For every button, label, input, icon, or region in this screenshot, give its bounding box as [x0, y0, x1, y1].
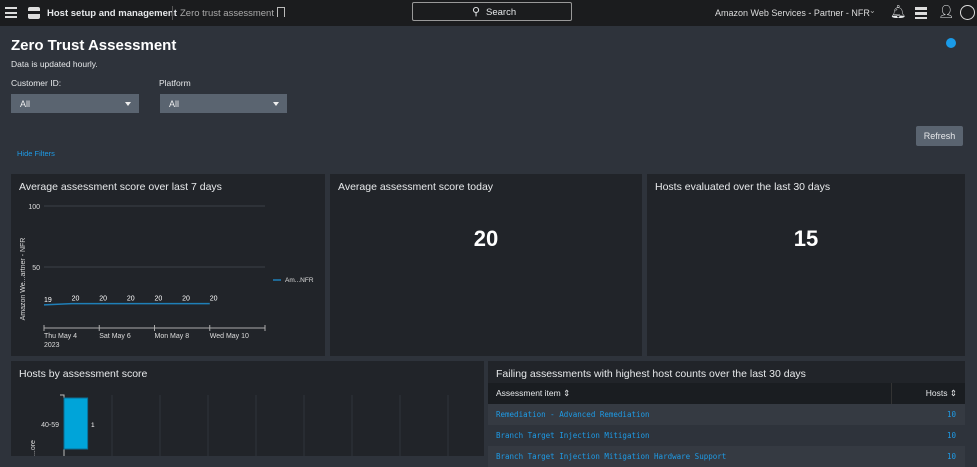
customer-id-select[interactable]: All: [11, 94, 139, 113]
data-label: 20: [182, 296, 190, 303]
search-icon: ⚲: [472, 6, 481, 18]
data-label: 20: [127, 296, 135, 303]
search-button[interactable]: ⚲ Search: [412, 2, 572, 21]
bell-icon[interactable]: 🔔︎: [890, 4, 907, 19]
top-bar: Host setup and management Zero trust ass…: [0, 0, 977, 26]
y-axis: [60, 394, 65, 456]
table-row[interactable]: Branch Target Injection Mitigation Hardw…: [488, 446, 965, 467]
x-tick-label: 2023: [44, 342, 60, 349]
filter-label-customer-id: Customer ID:: [11, 78, 62, 88]
y-axis-label: ...ore: [30, 440, 37, 456]
failing-assessments-card: Failing assessments with highest host co…: [488, 361, 965, 467]
table-row[interactable]: Branch Target Injection Mitigation 10: [488, 425, 965, 446]
hosts-count[interactable]: 10: [946, 410, 956, 419]
x-tick-label: Sat May 6: [99, 333, 131, 340]
column-hosts[interactable]: Hosts ⇕: [925, 388, 957, 398]
column-assessment-item[interactable]: Assessment item ⇕: [496, 388, 571, 398]
hosts-count-value: 15: [793, 226, 819, 251]
data-label: 20: [210, 296, 218, 303]
page-subtitle: Data is updated hourly.: [11, 59, 98, 69]
y-tick-label: 50: [32, 265, 40, 272]
caret-down-icon: [273, 102, 279, 106]
x-tick-label: Wed May 10: [210, 333, 249, 340]
legend-label: Am...NFR: [285, 277, 314, 284]
refresh-button[interactable]: Refresh: [916, 126, 963, 146]
assessment-item-link[interactable]: Branch Target Injection Mitigation Hardw…: [496, 452, 727, 461]
assessment-item-link[interactable]: Branch Target Injection Mitigation: [496, 431, 650, 440]
y-tick-label: 40-59: [41, 422, 59, 429]
info-icon[interactable]: [946, 38, 956, 48]
chevron-down-icon[interactable]: ⌄: [869, 6, 876, 15]
account-switcher[interactable]: Amazon Web Services - Partner - NFR: [715, 8, 870, 18]
card-title: Failing assessments with highest host co…: [496, 368, 806, 380]
divider: [172, 6, 173, 20]
data-label: 20: [155, 296, 163, 303]
hosts-count[interactable]: 10: [946, 452, 956, 461]
messages-icon[interactable]: [915, 7, 927, 19]
app-title[interactable]: Host setup and management: [47, 8, 177, 19]
page-breadcrumb: Zero trust assessment: [180, 8, 274, 19]
menu-icon[interactable]: [5, 7, 17, 18]
data-label: 1: [91, 422, 95, 429]
select-value: All: [169, 99, 180, 109]
x-tick-label: Thu May 4: [44, 333, 77, 340]
caret-down-icon: [125, 102, 131, 106]
data-label: 20: [99, 296, 107, 303]
filter-label-platform: Platform: [159, 78, 191, 88]
bar: [63, 397, 89, 450]
clock-icon[interactable]: [960, 5, 975, 20]
data-label: 20: [72, 296, 80, 303]
assessment-item-link[interactable]: Remediation - Advanced Remediation: [496, 410, 650, 419]
y-axis-label: Amazon We...artner - NFR: [20, 238, 27, 321]
app-icon: [28, 7, 40, 19]
hosts-30-days-card: Hosts evaluated over the last 30 days 15: [647, 174, 965, 356]
data-label: 19: [44, 297, 52, 304]
bar-chart: 1 40-59 ...ore: [30, 394, 449, 456]
table-header: Assessment item ⇕ Hosts ⇕: [488, 383, 965, 404]
platform-select[interactable]: All: [160, 94, 287, 113]
avg-7-days-card: Average assessment score over last 7 day…: [11, 174, 325, 356]
card-title: Hosts by assessment score: [19, 368, 148, 380]
table-row[interactable]: Remediation - Advanced Remediation 10: [488, 404, 965, 425]
avg-today-card: Average assessment score today 20: [330, 174, 642, 356]
hosts-by-score-card: Hosts by assessment score 1 40-59 ...ore: [11, 361, 484, 456]
search-label: Search: [486, 7, 517, 18]
hosts-count[interactable]: 10: [946, 431, 956, 440]
bookmark-icon[interactable]: [277, 7, 285, 17]
y-tick-label: 100: [28, 204, 40, 211]
page-title: Zero Trust Assessment: [11, 37, 177, 54]
line-chart: 100 50 Amazon We...artner - NFR Thu May 4 20…: [20, 204, 314, 349]
avg-score-value: 20: [473, 226, 499, 251]
card-title: Hosts evaluated over the last 30 days: [655, 181, 831, 193]
select-value: All: [20, 99, 31, 109]
hide-filters-link[interactable]: Hide Filters: [17, 149, 55, 158]
user-icon[interactable]: 👤︎: [938, 4, 955, 19]
card-title: Average assessment score today: [338, 181, 494, 193]
x-tick-label: Mon May 8: [155, 333, 190, 340]
card-title: Average assessment score over last 7 day…: [19, 181, 222, 193]
series-line: [43, 302, 210, 306]
